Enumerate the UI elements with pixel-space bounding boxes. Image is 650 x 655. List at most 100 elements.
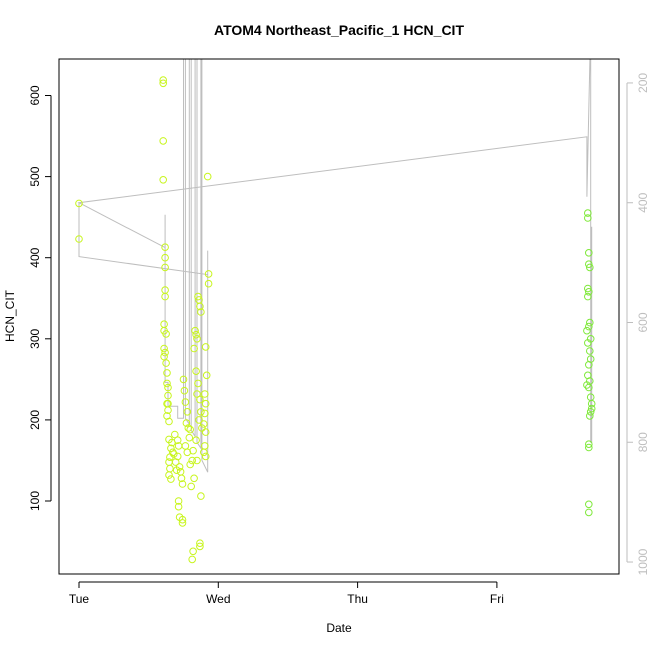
data-point [190,474,198,483]
data-point [584,339,592,347]
data-point [587,399,596,408]
data-point [201,390,209,398]
data-point [585,288,593,296]
y2-tick-label: 200 [636,73,650,93]
data-point [587,404,596,413]
data-point [171,458,180,466]
data-point [585,260,593,269]
data-point [204,279,213,288]
data-point [161,292,169,301]
data-point [174,502,183,511]
x-tick-label: Tue [69,592,90,606]
y-tick-label: 100 [28,491,42,511]
data-point [180,386,189,395]
data-point [178,519,187,527]
data-point [187,482,195,491]
data-point [170,450,178,458]
data-point [160,320,168,329]
data-point [201,343,210,351]
y-tick-label: 200 [28,410,42,430]
data-point [163,369,171,377]
data-point [586,318,594,327]
data-point [586,408,595,416]
data-point [193,335,201,343]
data-point [585,500,593,509]
data-point [196,395,204,404]
y-tick-label: 600 [28,85,42,105]
data-point [201,409,209,418]
x-axis-label: Date [326,621,352,635]
plot-frame [58,58,620,575]
data-point [188,456,196,465]
y-tick-label: 400 [28,247,42,267]
data-point [165,471,173,479]
data-point [181,398,190,406]
data-point [195,416,203,424]
data-point [189,446,197,455]
axes: Tue Wed Thu Fri 100 200 300 400 500 600 200 400 600 8… [28,73,650,606]
data-point [165,417,173,426]
data-point [75,199,83,208]
data-point [197,408,205,416]
data-point [186,460,194,469]
data-point [585,383,593,392]
data-point [176,468,185,476]
data-point [584,284,592,293]
data-point [202,371,211,380]
x-tick-label: Thu [347,592,368,606]
data-point [181,442,190,450]
data-point [200,448,208,457]
data-point [198,424,206,432]
data-point [192,367,200,376]
data-points-layer [75,76,596,564]
data-point [160,352,168,361]
data-point [159,137,167,145]
data-point [161,253,169,262]
data-point [168,438,176,447]
data-point [585,361,593,369]
data-point [192,330,200,339]
data-point [200,420,208,428]
data-point [164,391,172,400]
data-point [178,515,187,524]
data-point [194,379,202,388]
data-point [169,448,177,457]
data-point [177,474,186,483]
data-point [193,456,201,465]
x-tick-label: Fri [490,592,504,606]
data-point [178,480,187,488]
data-point [172,466,181,475]
data-point [188,555,196,564]
data-point [174,497,183,505]
data-point [196,542,204,551]
data-point [159,176,167,184]
data-point [584,292,592,301]
data-point [196,302,204,311]
data-point [179,375,188,384]
data-point [583,326,591,335]
data-point [160,344,168,353]
y2-tick-label: 800 [636,432,650,452]
data-point [194,292,202,301]
data-point [586,263,594,272]
pressure-line [77,59,593,473]
y-axis-label: HCN_CIT [3,289,17,342]
data-point [161,263,169,272]
y2-tick-label: 600 [636,312,650,332]
data-point [159,79,167,88]
data-point [586,347,594,355]
data-point [75,235,83,243]
y2-tick-label: 400 [636,192,650,212]
data-point [192,436,200,445]
data-point [189,547,197,556]
data-point [201,428,210,436]
data-point [164,399,172,408]
y-tick-label: 500 [28,166,42,186]
data-point [586,412,594,420]
data-point [183,408,192,416]
data-point [584,214,592,222]
data-point [203,172,212,181]
data-point [185,433,194,442]
data-point [201,399,210,408]
data-point [204,270,213,278]
